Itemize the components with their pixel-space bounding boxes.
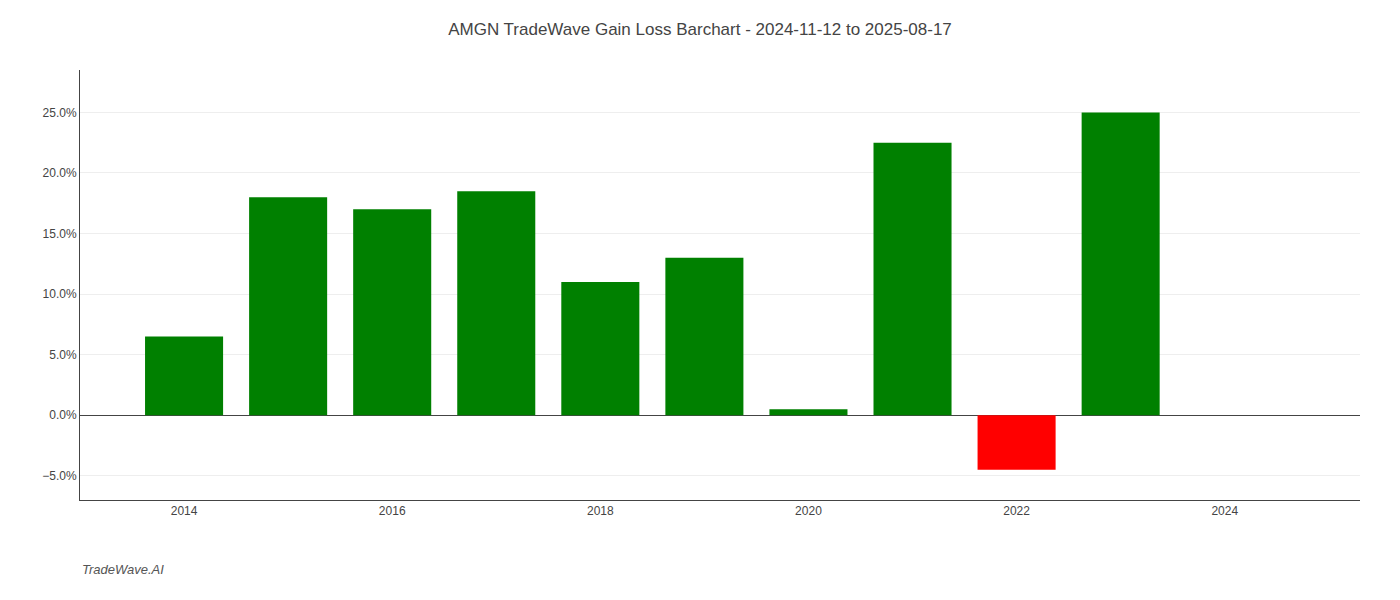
svg-text:0.0%: 0.0%	[49, 408, 77, 422]
svg-text:10.0%: 10.0%	[43, 287, 77, 301]
svg-text:2022: 2022	[1003, 504, 1030, 518]
svg-text:2016: 2016	[379, 504, 406, 518]
svg-text:5.0%: 5.0%	[49, 348, 77, 362]
svg-text:15.0%: 15.0%	[43, 227, 77, 241]
svg-text:20.0%: 20.0%	[43, 166, 77, 180]
svg-text:25.0%: 25.0%	[43, 106, 77, 120]
svg-text:TradeWave.AI: TradeWave.AI	[82, 562, 164, 577]
svg-text:2024: 2024	[1211, 504, 1238, 518]
svg-text:AMGN TradeWave Gain Loss Barch: AMGN TradeWave Gain Loss Barchart - 2024…	[448, 20, 952, 39]
svg-text:2018: 2018	[587, 504, 614, 518]
svg-text:2020: 2020	[795, 504, 822, 518]
svg-text:2014: 2014	[171, 504, 198, 518]
svg-text:−5.0%: −5.0%	[42, 469, 77, 483]
